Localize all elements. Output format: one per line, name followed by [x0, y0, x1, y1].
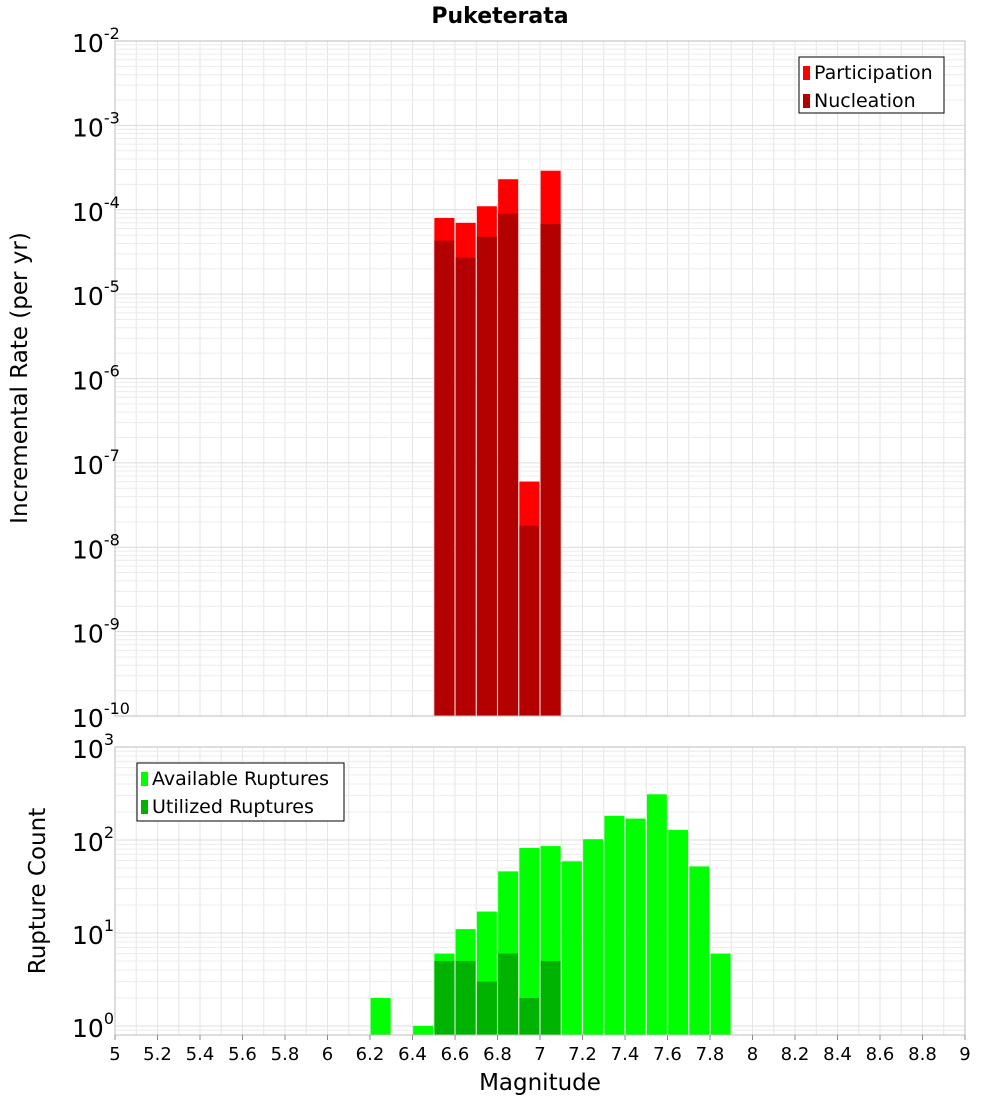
top-y-tick-label: 10-7 [72, 446, 120, 480]
top-legend-swatch [803, 94, 810, 108]
bottom-bar [370, 997, 391, 1035]
bottom-bar [689, 866, 710, 1035]
x-tick-label: 6.2 [356, 1044, 385, 1065]
x-tick-label: 8.8 [908, 1044, 937, 1065]
x-tick-label: 6.8 [483, 1044, 512, 1065]
x-tick-label: 7.2 [568, 1044, 597, 1065]
top-legend-swatch [803, 66, 810, 80]
bottom-bar [498, 953, 519, 1035]
top-bar [540, 223, 561, 716]
bottom-bar [668, 830, 689, 1035]
x-tick-label: 5.6 [228, 1044, 257, 1065]
bottom-y-tick-label: 100 [72, 1009, 114, 1043]
top-grid [114, 40, 966, 717]
top-bar [455, 257, 476, 716]
bottom-bar [413, 1025, 434, 1035]
x-tick-label: 8.4 [823, 1044, 852, 1065]
bottom-legend-swatch [141, 800, 148, 814]
bottom-y-tick-label: 102 [72, 823, 114, 857]
top-y-tick-label: 10-10 [72, 699, 130, 733]
top-bar [476, 236, 497, 716]
bottom-bar [710, 953, 731, 1035]
top-y-tick-label: 10-2 [72, 24, 120, 58]
bottom-y-axis-label: Rupture Count [25, 808, 51, 974]
x-tick-label: 8.2 [781, 1044, 810, 1065]
bottom-legend-box [136, 762, 345, 822]
top-legend: Participation Nucleation [798, 56, 945, 114]
top-y-tick-label: 10-3 [72, 108, 120, 142]
x-tick-label: 5 [109, 1044, 120, 1065]
bottom-bar [646, 794, 667, 1035]
bottom-legend-label: Available Ruptures [152, 768, 329, 790]
bottom-bar [519, 848, 540, 1035]
x-tick-label: 5.4 [186, 1044, 215, 1065]
x-tick-label: 5.2 [143, 1044, 172, 1065]
bottom-plot-area: 100 101 102 103 5 5.2 5.4 5.6 5.8 6 6.2 6.4 6.6 6.8 7 7… [72, 730, 971, 1065]
chart-title: Puketerata [431, 4, 568, 29]
bottom-bar [583, 839, 604, 1035]
bottom-bar [434, 960, 455, 1035]
x-tick-label: 8.6 [866, 1044, 895, 1065]
top-legend-box [798, 56, 945, 114]
x-ticks: 5 5.2 5.4 5.6 5.8 6 6.2 6.4 6.6 6.8 7 7.2 7.4 7.6 7.8 8… [109, 1035, 971, 1065]
bottom-y-tick-label: 103 [72, 730, 114, 764]
x-tick-label: 6 [322, 1044, 333, 1065]
x-tick-label: 6.6 [441, 1044, 470, 1065]
x-tick-label: 5.8 [271, 1044, 300, 1065]
top-y-tick-label: 10-5 [72, 277, 120, 311]
bottom-bar [625, 818, 646, 1035]
x-tick-label: 7.4 [611, 1044, 640, 1065]
bottom-bar [476, 981, 497, 1035]
top-y-tick-label: 10-4 [72, 193, 120, 227]
x-tick-label: 6.4 [398, 1044, 427, 1065]
top-bar [519, 525, 540, 716]
x-tick-label: 7.6 [653, 1044, 682, 1065]
bottom-legend: Available Ruptures Utilized Ruptures [136, 762, 345, 822]
top-series-nucleation [434, 213, 561, 717]
bottom-y-ticks: 100 101 102 103 [72, 730, 114, 1043]
top-bar [434, 240, 455, 717]
top-legend-label: Nucleation [814, 90, 916, 112]
top-y-tick-label: 10-8 [72, 530, 120, 564]
bottom-bar [604, 815, 625, 1035]
top-axis-frame [114, 40, 966, 717]
top-y-ticks: 10-10 10-9 10-8 10-7 10-6 10-5 10-4 10-3 10-2 [72, 24, 130, 733]
bottom-legend-label: Utilized Ruptures [152, 796, 314, 818]
bottom-bar [540, 960, 561, 1035]
bottom-y-tick-label: 101 [72, 916, 114, 950]
bottom-legend-swatch [141, 772, 148, 786]
top-plot-area: 10-10 10-9 10-8 10-7 10-6 10-5 10-4 10-3 10-2 Par… [72, 24, 966, 733]
x-axis-label: Magnitude [479, 1070, 601, 1096]
top-y-tick-label: 10-6 [72, 362, 120, 396]
top-y-axis-label: Incremental Rate (per yr) [7, 232, 33, 524]
top-legend-label: Participation [814, 62, 933, 84]
bottom-bar [519, 997, 540, 1035]
bottom-series-utilized-ruptures [434, 953, 561, 1035]
bottom-bar [455, 960, 476, 1035]
x-tick-label: 7 [534, 1044, 545, 1065]
bottom-bar [561, 861, 582, 1035]
top-y-tick-label: 10-9 [72, 615, 120, 649]
x-tick-label: 7.8 [696, 1044, 725, 1065]
x-tick-label: 9 [959, 1044, 970, 1065]
top-bar [498, 213, 519, 717]
x-tick-label: 8 [747, 1044, 758, 1065]
